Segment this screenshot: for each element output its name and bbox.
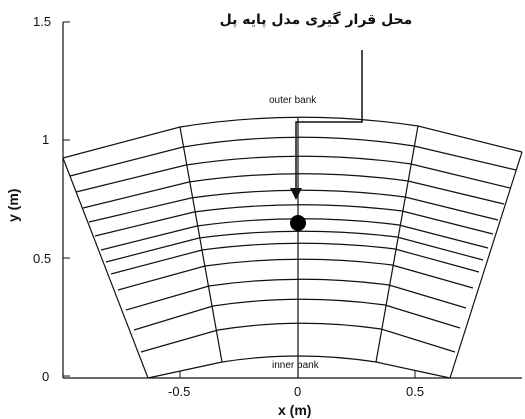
y-ticks [63,21,70,377]
mesh-radial-lines [62,118,523,379]
y-tick-label-1: 0.5 [33,251,51,266]
inner-bank-curve [147,355,451,379]
annotation-arrowhead [290,188,302,200]
bridge-pier-marker [290,215,306,231]
y-tick-label-3: 1.5 [33,14,51,29]
x-tick-label-0: -0.5 [168,384,190,399]
inner-bank-label: inner bank [272,360,320,371]
y-tick-label-2: 1 [42,132,49,147]
y-tick-label-0: 0 [42,369,49,384]
mesh-radial-line-1 [179,126,223,363]
outer-bank-curve [62,116,523,159]
mesh-radial-line-3 [375,125,419,363]
mesh-right-boundary [449,151,523,379]
y-axis-title: y (m) [5,189,21,222]
x-tick-label-2: 0.5 [406,384,424,399]
mesh-curved-lines [62,116,523,379]
pier-location-annotation: محل قرار گیری مدل پایه پل [220,11,413,28]
x-axis-title: x (m) [278,402,311,418]
annotation-leader-line [295,50,363,190]
x-tick-label-1: 0 [294,384,301,399]
mesh-left-boundary [62,157,149,379]
outer-bank-label: outer bank [269,95,317,106]
